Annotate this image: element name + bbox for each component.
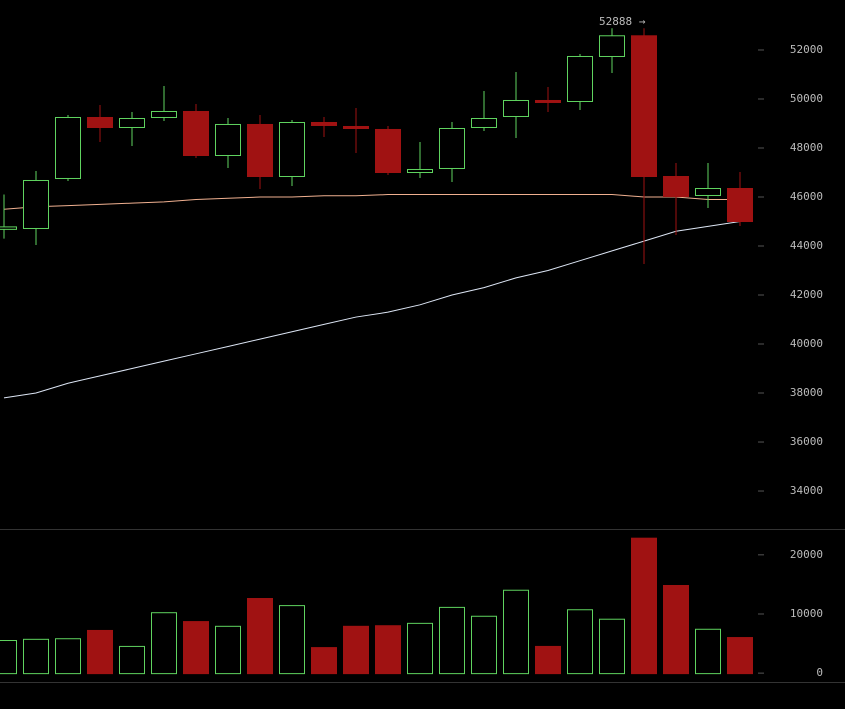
volume-bar [471, 615, 497, 675]
volume-bar [183, 621, 209, 675]
moving-average [3, 194, 740, 210]
candle-body [471, 118, 497, 128]
volume-bar [375, 625, 401, 675]
volume-bar [343, 625, 369, 675]
volume-bar [599, 618, 625, 675]
volume-bar [439, 606, 465, 675]
candle-body [663, 175, 689, 197]
y-tick-label: 52000 [790, 43, 823, 56]
candle-body [0, 226, 17, 230]
volume-bar [727, 637, 753, 675]
candle-body [247, 123, 273, 177]
volume-bar [503, 589, 529, 675]
volume-bar [311, 647, 337, 675]
candle-body [311, 121, 337, 126]
candle-body [567, 55, 593, 102]
y-tick-label: 0 [816, 666, 823, 679]
candle-body [87, 116, 113, 128]
candle-body [151, 110, 177, 118]
volume-bar [215, 625, 241, 675]
volume-bar [535, 645, 561, 675]
y-tick-label: 10000 [790, 607, 823, 620]
y-tick-label: 38000 [790, 386, 823, 399]
annotation: 52888 → [599, 15, 646, 28]
y-tick-label: 34000 [790, 484, 823, 497]
candle-body [183, 110, 209, 157]
y-tick-label: 50000 [790, 92, 823, 105]
candle-body [279, 121, 305, 177]
y-tick-label: 20000 [790, 548, 823, 561]
volume-bar [695, 628, 721, 675]
y-tick-label: 44000 [790, 239, 823, 252]
volume-bar [407, 622, 433, 675]
candle-body [375, 128, 401, 174]
candle-body [439, 127, 465, 169]
y-tick-label: 46000 [790, 190, 823, 203]
candle-body [727, 188, 753, 223]
volume-bar [55, 638, 81, 675]
candle-body [343, 125, 369, 129]
y-tick-label: 40000 [790, 337, 823, 350]
candle-body [599, 35, 625, 57]
candle-body [535, 99, 561, 103]
volume-bar [247, 598, 273, 675]
moving-average [3, 221, 741, 399]
y-tick-label: 42000 [790, 288, 823, 301]
candle-body [695, 188, 721, 196]
candle-body [631, 35, 657, 177]
candle-body [23, 179, 49, 229]
volume-bar [567, 609, 593, 675]
volume-bar [663, 585, 689, 675]
candle-body [407, 168, 433, 174]
volume-bar [631, 537, 657, 675]
candle-body [503, 99, 529, 117]
volume-bar [23, 638, 49, 675]
volume-bar [119, 645, 145, 675]
volume-bar [279, 605, 305, 675]
volume-bar [151, 612, 177, 675]
volume-bar [87, 629, 113, 675]
volume-bar [0, 640, 17, 675]
candle-body [55, 116, 81, 179]
y-tick-label: 48000 [790, 141, 823, 154]
candle-body [119, 118, 145, 128]
y-tick-label: 36000 [790, 435, 823, 448]
candle-body [215, 123, 241, 157]
